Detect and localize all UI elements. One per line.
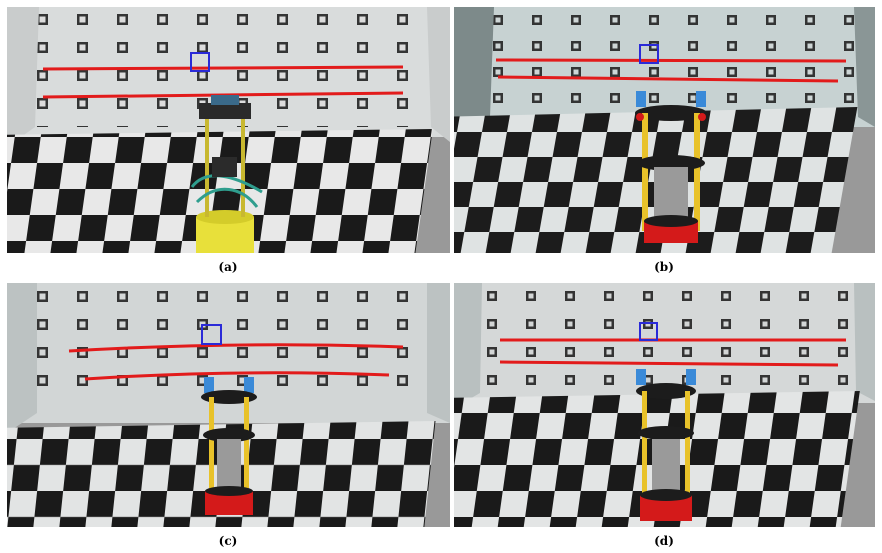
panel-d — [454, 283, 875, 527]
panel-a — [7, 7, 450, 253]
highlight-box — [190, 52, 210, 72]
simulated-robot — [201, 377, 257, 515]
panel-a-image — [7, 7, 450, 253]
panel-d-image — [454, 283, 875, 527]
caption-d: (d) — [654, 534, 674, 548]
highlight-box — [201, 324, 222, 345]
caption-c: (c) — [218, 534, 238, 548]
red-line-upper — [495, 58, 847, 63]
red-line-lower — [497, 75, 839, 83]
simulated-robot — [636, 369, 696, 521]
red-line-lower — [499, 360, 839, 367]
panel-b — [454, 7, 875, 253]
simulated-robot — [635, 91, 707, 243]
panel-c — [7, 283, 450, 527]
red-line-lower — [84, 371, 390, 381]
highlight-box — [639, 44, 659, 64]
caption-a: (a) — [218, 260, 238, 274]
floor-checkerboard — [7, 129, 433, 253]
red-line-upper — [42, 65, 404, 71]
panel-c-image — [7, 283, 450, 527]
caption-b: (b) — [654, 260, 674, 274]
real-robot — [190, 95, 263, 253]
panel-b-image — [454, 7, 875, 253]
red-line-upper — [68, 343, 404, 353]
highlight-box — [639, 322, 658, 341]
